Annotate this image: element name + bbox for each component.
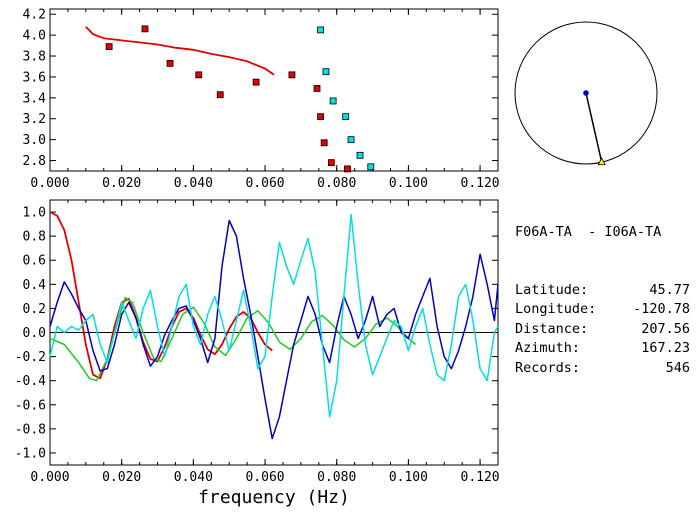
red-dispersion-point <box>288 71 296 79</box>
azimuth-circle <box>514 21 658 165</box>
red-series-line <box>49 211 273 380</box>
y-tick-label: 4.0 <box>23 29 46 44</box>
x-tick-label: 0.080 <box>317 470 356 485</box>
dispersion-marks <box>85 25 375 173</box>
info-row: Records: 546 <box>515 359 690 378</box>
x-tick-label: 0.060 <box>245 176 284 191</box>
y-tick-label: 0.0 <box>23 326 46 341</box>
info-label: Longitude: <box>515 301 597 318</box>
y-tick-label: -0.2 <box>15 350 46 365</box>
red-dispersion-point <box>320 139 328 147</box>
info-value: 546 <box>665 359 690 376</box>
station-direction-marker <box>597 157 606 166</box>
x-tick-label: 0.120 <box>461 470 500 485</box>
red-dispersion-point <box>252 78 260 86</box>
cyan-dispersion-point <box>367 163 375 171</box>
x-tick-label: 0.060 <box>245 470 284 485</box>
y-tick-label: -0.4 <box>15 374 46 389</box>
correlation-series <box>49 211 499 440</box>
y-tick-label: 4.2 <box>23 8 46 23</box>
cyan-dispersion-point <box>347 136 355 144</box>
y-tick-label: 3.0 <box>23 133 46 148</box>
dispersion-axes: 0.000 0.020 0.040 0.060 0.080 0.100 0.120 2.8 3.… <box>23 8 500 191</box>
red-dispersion-point <box>313 85 321 92</box>
correlation-plot: 0.000 0.020 0.040 0.060 0.080 0.100 0.120 1.0 0.… <box>15 199 500 508</box>
x-tick-label: 0.100 <box>389 470 428 485</box>
x-tick-label: 0.020 <box>102 470 141 485</box>
red-dispersion-point <box>195 71 203 79</box>
y-tick-label: 3.2 <box>23 112 46 127</box>
x-tick-label: 0.000 <box>30 176 69 191</box>
y-tick-label: 3.6 <box>23 70 46 85</box>
cyan-dispersion-point <box>329 97 337 105</box>
blue-series-line <box>49 219 499 440</box>
y-tick-label: 0.8 <box>23 230 46 245</box>
red-dispersion-point <box>327 159 335 167</box>
cyan-dispersion-point <box>356 151 364 159</box>
dispersion-plot-frame <box>49 8 499 172</box>
info-value: 167.23 <box>641 340 690 357</box>
correlation-axes: 0.000 0.020 0.040 0.060 0.080 0.100 0.120 1.0 0.… <box>15 200 500 485</box>
azimuth-dial <box>514 21 658 166</box>
info-label: Latitude: <box>515 282 589 299</box>
y-tick-label: 2.8 <box>23 154 46 169</box>
info-label: Azimuth: <box>515 340 581 357</box>
red-dispersion-point <box>317 113 324 121</box>
info-label: Records: <box>515 359 581 376</box>
station-info-rows: Latitude: 45.77 Longitude: -120.78 Distance:… <box>515 281 690 378</box>
red-dispersion-point <box>216 91 224 99</box>
y-tick-label: -0.6 <box>15 398 46 413</box>
x-tick-label: 0.120 <box>461 176 500 191</box>
y-tick-label: 1.0 <box>23 206 46 221</box>
x-tick-label: 0.040 <box>174 470 213 485</box>
red-dispersion-point <box>166 59 174 67</box>
info-row: Latitude: 45.77 <box>515 281 690 300</box>
y-tick-label: 3.4 <box>23 91 47 106</box>
x-tick-label: 0.000 <box>30 470 69 485</box>
cyan-dispersion-point <box>322 68 330 76</box>
x-tick-label: 0.040 <box>174 176 213 191</box>
info-row: Distance: 207.56 <box>515 320 690 339</box>
info-value: 45.77 <box>649 282 690 299</box>
cyan-dispersion-point <box>317 26 324 34</box>
info-label: Distance: <box>515 320 589 337</box>
x-tick-label: 0.100 <box>389 176 428 191</box>
station-info-panel: F06A-TA - I06A-TA Latitude: 45.77 Longitud… <box>515 184 690 397</box>
y-tick-label: -0.8 <box>15 422 46 437</box>
station-pair-title: F06A-TA - I06A-TA <box>515 223 662 240</box>
x-axis-label: frequency (Hz) <box>198 487 350 508</box>
y-tick-label: -1.0 <box>15 446 46 461</box>
info-value: -120.78 <box>633 301 690 318</box>
x-tick-label: 0.020 <box>102 176 141 191</box>
station-center-marker <box>583 90 589 96</box>
cyan-dispersion-point <box>342 113 350 121</box>
info-value: 207.56 <box>641 320 690 337</box>
info-row: Azimuth: 167.23 <box>515 339 690 358</box>
info-row: Longitude: -120.78 <box>515 300 690 319</box>
y-tick-label: 3.8 <box>23 50 46 65</box>
red-dispersion-point <box>141 25 149 33</box>
dispersion-plot: 0.000 0.020 0.040 0.060 0.080 0.100 0.120 2.8 3.… <box>23 8 500 191</box>
red-dispersion-point <box>105 43 113 51</box>
x-tick-label: 0.080 <box>317 176 356 191</box>
y-tick-label: 0.4 <box>23 278 47 293</box>
dispersion-curve <box>85 26 275 76</box>
y-tick-label: 0.6 <box>23 254 46 269</box>
azimuth-line <box>585 92 603 163</box>
cyan-series-line <box>49 213 499 418</box>
red-dispersion-point <box>344 165 351 173</box>
y-tick-label: 0.2 <box>23 302 46 317</box>
